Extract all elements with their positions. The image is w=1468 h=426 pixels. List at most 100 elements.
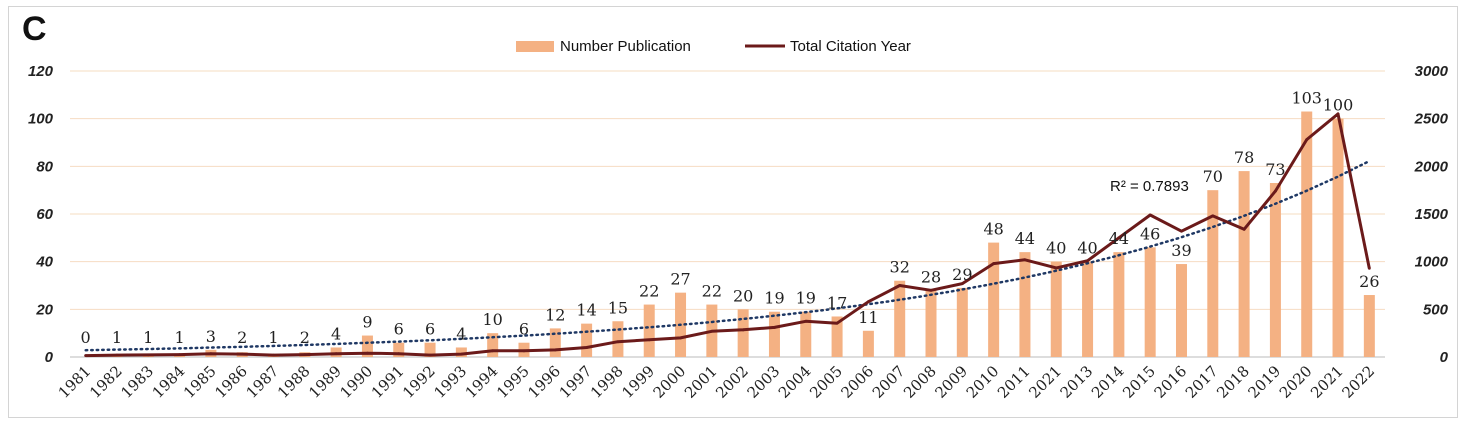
citation-point [366, 351, 369, 355]
citation-point [960, 282, 964, 285]
x-tick-label: 2010 [963, 362, 1003, 402]
citation-point [1367, 266, 1371, 270]
citation-point [929, 288, 933, 292]
bar [612, 321, 624, 357]
x-tick-label: 2019 [1245, 362, 1285, 402]
bar [1301, 111, 1313, 358]
x-tick-label: 2021 [1307, 362, 1347, 402]
bar-data-label: 1 [268, 328, 278, 347]
x-tick-label: 1986 [211, 362, 251, 402]
x-tick-label: 1995 [493, 362, 533, 402]
bar-data-label: 6 [425, 320, 435, 339]
y2-tick-label: 1500 [1415, 206, 1449, 223]
citation-point [679, 336, 682, 340]
bar-data-label: 26 [1359, 272, 1379, 291]
bar [581, 323, 593, 357]
bar-data-label: 32 [890, 258, 910, 277]
bar-data-label: 100 [1323, 96, 1354, 115]
citation-point [522, 349, 526, 353]
x-tick-label: 2022 [1338, 362, 1378, 402]
citation-point [1054, 266, 1058, 270]
bar-data-label: 70 [1203, 167, 1223, 186]
bar-data-label: 78 [1234, 148, 1254, 167]
grid-lines [70, 70, 1385, 358]
trendline-path [84, 159, 1371, 352]
citation-point [710, 329, 714, 333]
citation-point [178, 353, 181, 357]
citation-point [1211, 214, 1215, 218]
citation-point [491, 349, 495, 353]
bar [956, 287, 968, 357]
x-tick-label: 1988 [274, 362, 314, 402]
citation-point [866, 300, 870, 304]
y-tick-label: 0 [45, 349, 54, 366]
bar-data-label: 19 [796, 289, 816, 308]
bar-data-label: 17 [827, 293, 847, 312]
citation-point [773, 326, 776, 329]
bar-data-label: 44 [1109, 229, 1129, 248]
x-tick-label: 1991 [368, 362, 408, 402]
citation-point [1148, 213, 1152, 217]
bar-data-label: 9 [362, 313, 372, 332]
bar [1175, 264, 1187, 357]
citation-point [1117, 236, 1121, 240]
x-tick-label: 2015 [1119, 362, 1159, 402]
bar [1113, 252, 1125, 357]
bar [361, 335, 373, 357]
bar-data-label: 22 [639, 282, 659, 301]
legend-swatch-bars [516, 41, 554, 52]
bar [1269, 183, 1281, 357]
citation-line [85, 112, 1371, 358]
x-tick-label: 2001 [681, 362, 721, 402]
x-tick-label: 2020 [1276, 362, 1316, 402]
bar-data-label: 39 [1171, 241, 1191, 260]
bar-data-label: 46 [1140, 224, 1160, 243]
bars-number-publication [111, 111, 1375, 358]
bar-data-label: 20 [733, 286, 753, 305]
bar-data-label: 1 [112, 328, 122, 347]
y-tick-label: 80 [36, 158, 53, 175]
bar [393, 342, 405, 357]
x-tick-label: 1982 [86, 362, 126, 402]
bar [424, 342, 436, 357]
bar-data-label: 15 [608, 298, 628, 317]
legend-label-line: Total Citation Year [790, 38, 911, 55]
bar [768, 311, 780, 357]
legend-label-bars: Number Publication [560, 38, 691, 55]
x-tick-label: 2000 [650, 362, 690, 402]
bar [1082, 261, 1094, 357]
bar-data-label: 0 [81, 328, 91, 347]
citation-point [898, 284, 902, 287]
citation-point [1274, 189, 1277, 193]
citation-point [835, 321, 839, 325]
bar [549, 328, 561, 357]
bar [643, 304, 655, 357]
y-tick-label: 20 [35, 301, 53, 318]
bar-data-label: 44 [1015, 229, 1035, 248]
x-tick-label: 1996 [524, 362, 564, 402]
bar [1332, 118, 1344, 358]
citation-point [741, 328, 745, 332]
bar-data-label: 4 [331, 324, 341, 343]
citation-point [1180, 229, 1183, 233]
x-tick-label: 1999 [618, 362, 658, 402]
citation-point [553, 348, 557, 352]
bar-data-label: 19 [764, 289, 784, 308]
right-axis-ticks: 0 500 1000 1500 2000 2500 3000 [1414, 63, 1449, 366]
x-tick-label: 1981 [55, 362, 95, 402]
bar [925, 290, 937, 357]
citation-point [84, 354, 88, 357]
citation-point [585, 346, 589, 349]
y2-tick-label: 500 [1423, 301, 1449, 318]
citation-point [647, 338, 651, 342]
bar-data-label: 3 [206, 327, 216, 346]
y-tick-label: 120 [28, 63, 54, 80]
bar [894, 280, 906, 357]
x-tick-label: 2006 [837, 362, 877, 402]
bar-data-label: 11 [858, 308, 878, 327]
bar-data-label: 73 [1265, 160, 1285, 179]
y2-tick-label: 1000 [1415, 254, 1449, 271]
citation-point [992, 262, 996, 265]
